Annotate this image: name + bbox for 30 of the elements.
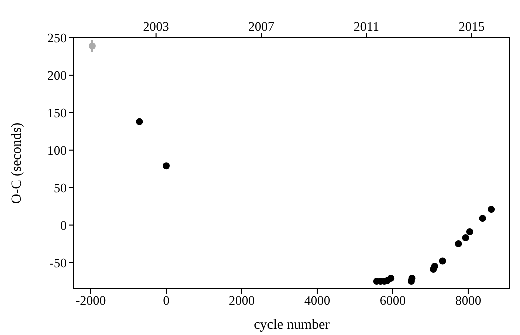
point bbox=[462, 234, 470, 242]
x-tick-label: 8000 bbox=[455, 293, 482, 308]
y-tick-label: -50 bbox=[50, 255, 67, 270]
x2-tick-label: 2011 bbox=[354, 19, 380, 34]
x2-tick-label: 2003 bbox=[143, 19, 170, 34]
point bbox=[162, 162, 170, 170]
y-tick-label: 100 bbox=[48, 143, 67, 158]
point bbox=[455, 240, 462, 248]
x2-tick-label: 2007 bbox=[248, 19, 275, 34]
point bbox=[439, 258, 446, 265]
point bbox=[136, 118, 144, 126]
x-tick-label: 6000 bbox=[380, 293, 406, 308]
point bbox=[88, 42, 96, 50]
point bbox=[431, 263, 438, 270]
point bbox=[488, 206, 496, 214]
y-tick-label: 200 bbox=[48, 68, 67, 84]
y-axis-title: O-C (seconds) bbox=[10, 122, 25, 204]
y-tick-label: 50 bbox=[54, 180, 67, 196]
y-tick-label: 250 bbox=[48, 30, 67, 46]
x2-tick-label: 2015 bbox=[458, 19, 485, 34]
y-tick-label: 150 bbox=[48, 106, 67, 121]
point bbox=[479, 215, 486, 222]
x-tick-label: 4000 bbox=[304, 293, 330, 308]
x-axis-title: cycle number bbox=[254, 318, 330, 333]
y-tick-label: 0 bbox=[60, 218, 67, 233]
x-tick-label: -2000 bbox=[76, 293, 106, 308]
point bbox=[388, 275, 395, 282]
x-tick-label: 2000 bbox=[228, 293, 255, 308]
point bbox=[466, 228, 474, 236]
x-tick-label: 0 bbox=[163, 293, 170, 308]
